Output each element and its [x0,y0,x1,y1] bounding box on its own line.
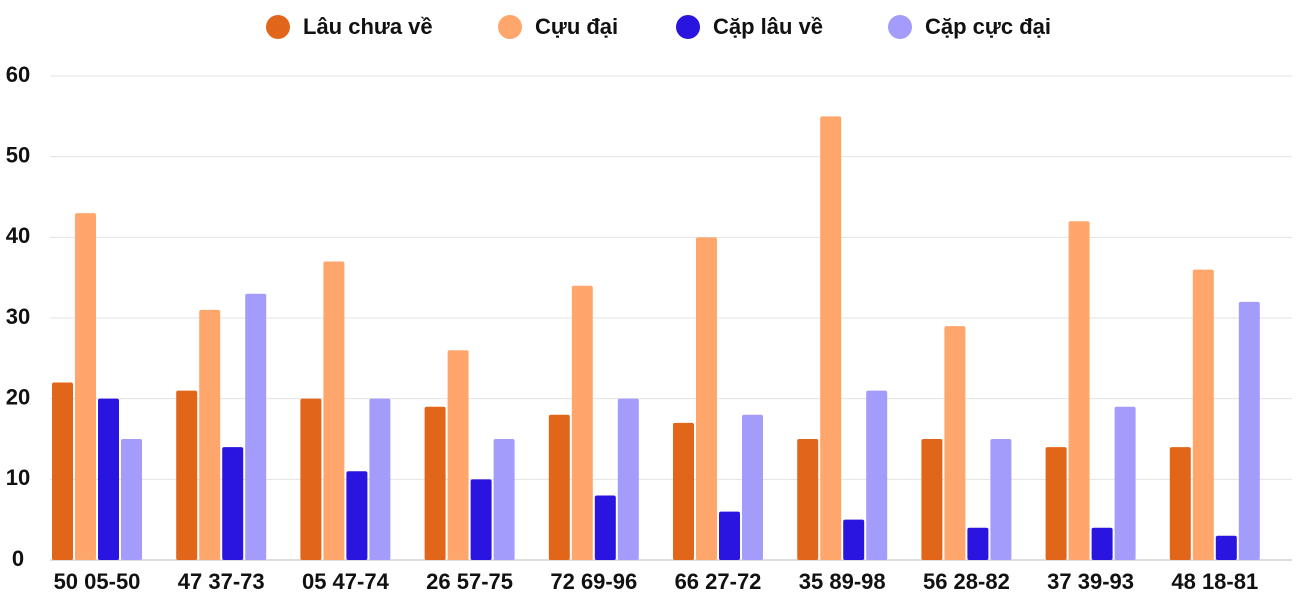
bar [1238,301,1260,560]
y-tick-label: 20 [6,384,30,409]
bar [1045,447,1067,560]
bar [369,398,391,560]
bar [1068,221,1090,560]
bar [447,350,469,560]
bar [673,422,694,560]
x-tick-label: 26 57-75 [426,569,513,594]
legend-swatch [266,15,290,39]
bar [820,116,842,560]
y-tick-label: 0 [12,546,24,571]
legend-label: Cựu đại [535,14,618,39]
bar [470,479,492,560]
bar [1215,535,1237,560]
bar [176,390,198,560]
bar [300,398,322,560]
bar [1169,447,1191,560]
bar [1091,527,1113,560]
x-tick-label: 35 89-98 [799,569,886,594]
x-tick-label: 05 47-74 [302,569,390,594]
bar [75,213,96,560]
bar [245,293,267,560]
bar [121,439,142,560]
x-tick-label: 50 05-50 [54,569,141,594]
bar [742,414,763,560]
bar [967,527,989,560]
y-tick-label: 40 [6,223,30,248]
bar [921,439,943,560]
bar [797,439,819,560]
x-tick-label: 72 69-96 [550,569,637,594]
bar [696,237,717,561]
bar [222,447,244,560]
legend-label: Cặp cực đại [925,14,1051,39]
legend-label: Cặp lâu về [713,14,823,39]
x-tick-label: 48 18-81 [1171,569,1258,594]
legend-label: Lâu chưa về [303,14,433,39]
bar [866,390,888,560]
y-tick-label: 50 [6,142,30,167]
x-tick-label: 47 37-73 [178,569,265,594]
bar [52,382,73,560]
bar [594,495,616,560]
bar [424,406,446,560]
bar [571,285,593,560]
legend-swatch [676,15,700,39]
bar [548,414,570,560]
legend-swatch [498,15,522,39]
x-tick-label: 37 39-93 [1047,569,1134,594]
bar [1114,406,1136,560]
legend-swatch [888,15,912,39]
bar [843,519,865,560]
bar [990,439,1012,560]
bar [323,261,345,560]
bar [944,326,966,560]
y-tick-label: 10 [6,465,30,490]
bar [719,511,740,560]
bar [617,398,639,560]
y-tick-label: 60 [6,62,30,87]
bar [493,439,515,560]
bar [98,398,119,560]
x-tick-label: 66 27-72 [675,569,762,594]
bar [346,471,368,560]
y-tick-label: 30 [6,304,30,329]
bar [1192,269,1214,560]
bar [199,309,221,560]
x-tick-label: 56 28-82 [923,569,1010,594]
